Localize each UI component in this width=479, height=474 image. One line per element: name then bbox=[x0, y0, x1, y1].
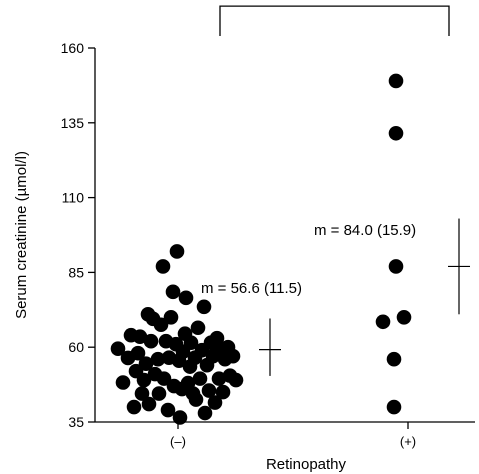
data-point bbox=[197, 405, 213, 421]
data-groups: m = 56.6 (11.5) m = 84.0 (15.9) bbox=[110, 73, 470, 425]
data-point bbox=[143, 333, 159, 349]
data-point bbox=[160, 402, 176, 418]
y-axis-label: Serum creatinine (µmol/l) bbox=[13, 151, 30, 319]
data-point bbox=[396, 309, 412, 325]
x-ticks: (–) (+) bbox=[170, 422, 416, 449]
data-point bbox=[156, 371, 172, 386]
group-positive: m = 84.0 (15.9) bbox=[314, 73, 470, 415]
x-tick-label: (–) bbox=[170, 434, 186, 449]
data-point bbox=[136, 372, 152, 388]
data-point bbox=[153, 317, 169, 333]
y-ticks: 35 60 85 110 135 160 bbox=[61, 40, 95, 430]
mean-annotation: m = 56.6 (11.5) bbox=[201, 280, 302, 297]
data-point bbox=[196, 299, 212, 315]
significance-bracket: p < 0.01 bbox=[219, 0, 450, 37]
significance-line bbox=[219, 5, 450, 37]
data-point bbox=[188, 392, 204, 407]
data-point bbox=[132, 329, 148, 345]
group-negative: m = 56.6 (11.5) bbox=[110, 244, 302, 425]
x-axis-label: Retinopathy bbox=[266, 456, 347, 473]
data-point bbox=[138, 356, 154, 371]
data-point bbox=[163, 309, 179, 325]
data-point bbox=[225, 348, 241, 364]
y-tick-label: 35 bbox=[68, 414, 84, 430]
data-point bbox=[190, 320, 206, 336]
data-point bbox=[169, 244, 185, 259]
data-point bbox=[165, 284, 181, 300]
data-point bbox=[388, 125, 404, 141]
data-point bbox=[134, 386, 150, 401]
y-tick-label: 160 bbox=[61, 40, 85, 56]
y-tick-label: 110 bbox=[62, 190, 85, 206]
data-point bbox=[386, 351, 402, 367]
data-point bbox=[141, 396, 157, 412]
data-point bbox=[126, 399, 142, 415]
y-tick-label: 60 bbox=[68, 339, 84, 355]
mean-annotation: m = 84.0 (15.9) bbox=[314, 222, 416, 239]
data-point bbox=[201, 383, 217, 398]
data-point bbox=[130, 345, 146, 361]
x-tick-label: (+) bbox=[400, 434, 416, 449]
data-point bbox=[388, 259, 404, 274]
data-point bbox=[388, 73, 404, 89]
data-point bbox=[150, 351, 166, 367]
y-axis: 35 60 85 110 135 160 bbox=[61, 40, 96, 430]
data-point bbox=[178, 290, 194, 306]
data-point bbox=[151, 386, 167, 401]
x-axis: (–) (+) bbox=[95, 421, 475, 449]
data-point bbox=[155, 259, 171, 274]
data-point bbox=[215, 384, 231, 400]
data-point bbox=[228, 372, 244, 388]
data-point bbox=[386, 399, 402, 415]
data-point bbox=[110, 341, 126, 356]
y-tick-label: 85 bbox=[68, 264, 84, 280]
data-point bbox=[207, 395, 223, 410]
data-point bbox=[172, 410, 188, 425]
y-tick-label: 135 bbox=[61, 115, 85, 131]
data-point bbox=[375, 314, 391, 330]
data-point bbox=[183, 335, 199, 351]
data-point bbox=[211, 371, 227, 386]
data-point bbox=[192, 371, 208, 386]
data-point bbox=[115, 375, 131, 390]
